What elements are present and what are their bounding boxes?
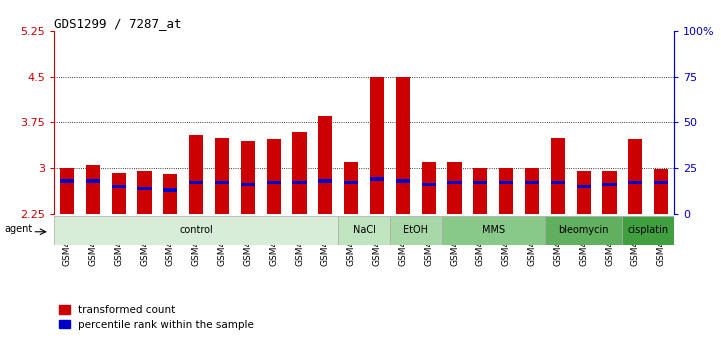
Bar (189, 181, 203, 185)
Bar (603, 183, 616, 186)
Bar (390, 216, 441, 245)
Bar (318, 179, 332, 183)
Bar (545, 216, 622, 245)
Bar (396, 179, 410, 183)
Bar (370, 77, 384, 214)
Bar (628, 181, 642, 185)
Bar (499, 168, 513, 214)
Bar (138, 187, 151, 190)
Bar (189, 135, 203, 214)
Bar (622, 216, 674, 245)
Bar (603, 171, 616, 214)
Text: GDS1299 / 7287_at: GDS1299 / 7287_at (54, 17, 182, 30)
Bar (344, 162, 358, 214)
Bar (215, 181, 229, 185)
Text: bleomycin: bleomycin (559, 225, 609, 235)
Bar (293, 132, 306, 214)
Bar (112, 173, 125, 214)
Bar (163, 188, 177, 192)
Bar (441, 216, 545, 245)
Bar (267, 139, 280, 214)
Bar (448, 181, 461, 185)
Bar (86, 179, 100, 183)
Legend: transformed count, percentile rank within the sample: transformed count, percentile rank withi… (59, 305, 254, 329)
Bar (163, 174, 177, 214)
Bar (338, 216, 390, 245)
Bar (654, 181, 668, 185)
Text: cisplatin: cisplatin (628, 225, 669, 235)
Bar (138, 171, 151, 214)
Bar (215, 138, 229, 214)
Bar (525, 168, 539, 214)
Bar (473, 181, 487, 185)
Bar (54, 216, 338, 245)
Bar (499, 181, 513, 185)
Bar (422, 162, 435, 214)
Bar (267, 181, 280, 185)
Bar (60, 179, 74, 183)
Bar (577, 185, 590, 188)
Bar (628, 139, 642, 214)
Bar (370, 177, 384, 181)
Bar (473, 168, 487, 214)
Bar (577, 171, 590, 214)
Bar (525, 181, 539, 185)
Bar (60, 168, 74, 214)
Bar (654, 169, 668, 214)
Bar (551, 181, 565, 185)
Text: control: control (180, 225, 213, 235)
Text: NaCl: NaCl (353, 225, 376, 235)
Bar (112, 185, 125, 188)
Text: EtOH: EtOH (403, 225, 428, 235)
Bar (448, 162, 461, 214)
Bar (318, 116, 332, 214)
Bar (344, 181, 358, 185)
Bar (86, 165, 100, 214)
Bar (241, 183, 255, 186)
Bar (241, 141, 255, 214)
Bar (293, 181, 306, 185)
Bar (396, 77, 410, 214)
Text: MMS: MMS (482, 225, 505, 235)
Bar (551, 138, 565, 214)
Text: agent: agent (4, 224, 32, 234)
Bar (422, 183, 435, 186)
